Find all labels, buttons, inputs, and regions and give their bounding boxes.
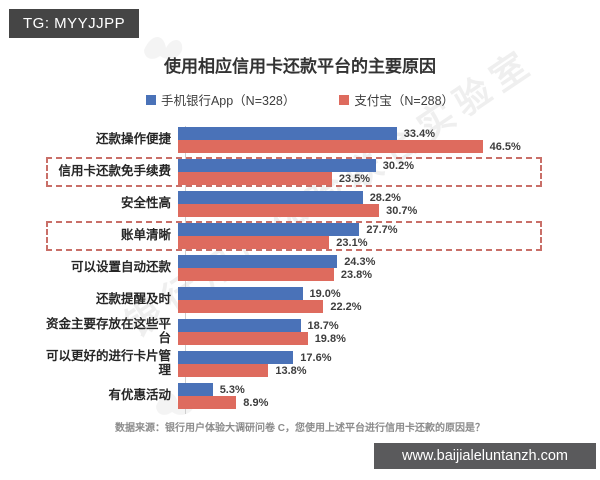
value-label: 23.1% [336, 236, 368, 249]
bar-mobile-banking-app [178, 319, 301, 332]
bar-line: 19.0% [178, 287, 546, 300]
bar-alipay [178, 204, 380, 217]
legend-swatch-red-icon [339, 94, 350, 105]
value-label: 24.3% [344, 255, 376, 268]
bar-line: 33.4% [178, 127, 546, 140]
bar-alipay [178, 268, 334, 281]
value-label: 19.8% [314, 332, 346, 345]
value-label: 23.5% [338, 172, 371, 185]
bar-line: 30.7% [178, 204, 546, 217]
category-label: 安全性高 [120, 196, 171, 211]
bar-line: 27.7% [178, 223, 546, 236]
bar-line: 8.9% [178, 396, 546, 409]
legend-label: 手机银行App（N=328） [160, 94, 296, 108]
bar-group: 5.3% 8.9% [178, 383, 546, 409]
bar-group: 27.7% 23.1% [178, 223, 546, 249]
bar-mobile-banking-app [178, 383, 213, 396]
bar-group: 28.2% 30.7% [178, 191, 546, 217]
bar-line: 23.1% [178, 236, 546, 249]
bar-alipay [178, 172, 332, 185]
value-label: 30.7% [386, 204, 418, 217]
bar-line: 17.6% [178, 351, 546, 364]
chart-row: 安全性高 28.2% 30.7% [36, 188, 546, 220]
bar-mobile-banking-app [178, 127, 397, 140]
bar-line: 23.5% [178, 172, 546, 185]
category-label: 可以更好的进行卡片管理 [45, 349, 171, 377]
value-label: 19.0% [309, 287, 341, 300]
bar-group: 19.0% 22.2% [178, 287, 546, 313]
bar-group: 33.4% 46.5% [178, 127, 546, 153]
category-label: 有优惠活动 [108, 388, 171, 403]
bar-alipay [178, 332, 308, 345]
legend-item-mobile-banking-app: 手机银行App（N=328） [145, 90, 296, 109]
bar-alipay [178, 364, 269, 377]
category-label: 还款提醒及时 [95, 292, 171, 307]
category-label: 资金主要存放在这些平台 [45, 317, 171, 345]
bar-group: 24.3% 23.8% [178, 255, 546, 281]
bar-line: 30.2% [178, 159, 546, 172]
bar-line: 22.2% [178, 300, 546, 313]
legend-swatch-blue-icon [145, 94, 156, 105]
bar-mobile-banking-app [178, 159, 376, 172]
chart-row: 可以设置自动还款 24.3% 23.8% [36, 252, 546, 284]
bar-chart-plot-area: 还款操作便捷 33.4% 46.5% 信用卡还款免手续费 30.2% 23.5% 安全性高 2… [36, 124, 546, 414]
value-label: 46.5% [489, 140, 521, 153]
bar-mobile-banking-app [178, 351, 294, 364]
category-label: 可以设置自动还款 [70, 260, 171, 275]
chart-title: 使用相应信用卡还款平台的主要原因 [164, 57, 436, 76]
bar-group: 17.6% 13.8% [178, 351, 546, 377]
value-label: 8.9% [243, 396, 269, 409]
value-label: 27.7% [366, 223, 398, 236]
category-label: 信用卡还款免手续费 [58, 164, 171, 179]
chart-row: 账单清晰 27.7% 23.1% [36, 220, 546, 252]
bar-group: 18.7% 19.8% [178, 319, 546, 345]
bar-alipay [178, 140, 483, 153]
bar-line: 24.3% [178, 255, 546, 268]
bar-line: 46.5% [178, 140, 546, 153]
value-label: 28.2% [369, 191, 401, 204]
bar-line: 28.2% [178, 191, 546, 204]
value-label: 23.8% [340, 268, 373, 281]
value-label: 30.2% [382, 159, 414, 172]
bar-mobile-banking-app [178, 223, 360, 236]
value-label: 33.4% [403, 127, 435, 140]
bar-alipay [178, 236, 330, 249]
bar-line: 18.7% [178, 319, 546, 332]
chart-row: 还款提醒及时 19.0% 22.2% [36, 284, 546, 316]
chart-row: 还款操作便捷 33.4% 46.5% [36, 124, 546, 156]
telegram-tag-banner: TG: MYYJJPP [9, 9, 140, 38]
category-label: 账单清晰 [120, 228, 171, 243]
bar-line: 13.8% [178, 364, 546, 377]
bar-line: 19.8% [178, 332, 546, 345]
bar-mobile-banking-app [178, 191, 363, 204]
bar-mobile-banking-app [178, 255, 338, 268]
legend-item-alipay: 支付宝（N=288） [339, 90, 454, 109]
chart-row: 信用卡还款免手续费 30.2% 23.5% [36, 156, 546, 188]
chart-row: 资金主要存放在这些平台 18.7% 19.8% [36, 316, 546, 348]
value-label: 13.8% [275, 364, 307, 377]
bar-line: 5.3% [178, 383, 546, 396]
bar-alipay [178, 396, 237, 409]
legend-label: 支付宝（N=288） [354, 94, 455, 108]
bar-group: 30.2% 23.5% [178, 159, 546, 185]
value-label: 5.3% [219, 383, 245, 396]
website-url-banner[interactable]: www.baijialeluntanzh.com [374, 443, 596, 469]
chart-row: 可以更好的进行卡片管理 17.6% 13.8% [36, 348, 546, 380]
value-label: 22.2% [330, 300, 362, 313]
value-label: 17.6% [300, 351, 332, 364]
bar-line: 23.8% [178, 268, 546, 281]
value-label: 18.7% [307, 319, 339, 332]
category-label: 还款操作便捷 [95, 132, 171, 147]
data-source-note: 数据来源：银行用户体验大调研问卷 C，您使用上述平台进行信用卡还款的原因是？ [115, 423, 485, 434]
bar-mobile-banking-app [178, 287, 303, 300]
chart-legend: 手机银行App（N=328） 支付宝（N=288） [0, 90, 600, 109]
logo-watermark-icon [144, 37, 183, 59]
chart-row: 有优惠活动 5.3% 8.9% [36, 380, 546, 412]
bar-alipay [178, 300, 324, 313]
